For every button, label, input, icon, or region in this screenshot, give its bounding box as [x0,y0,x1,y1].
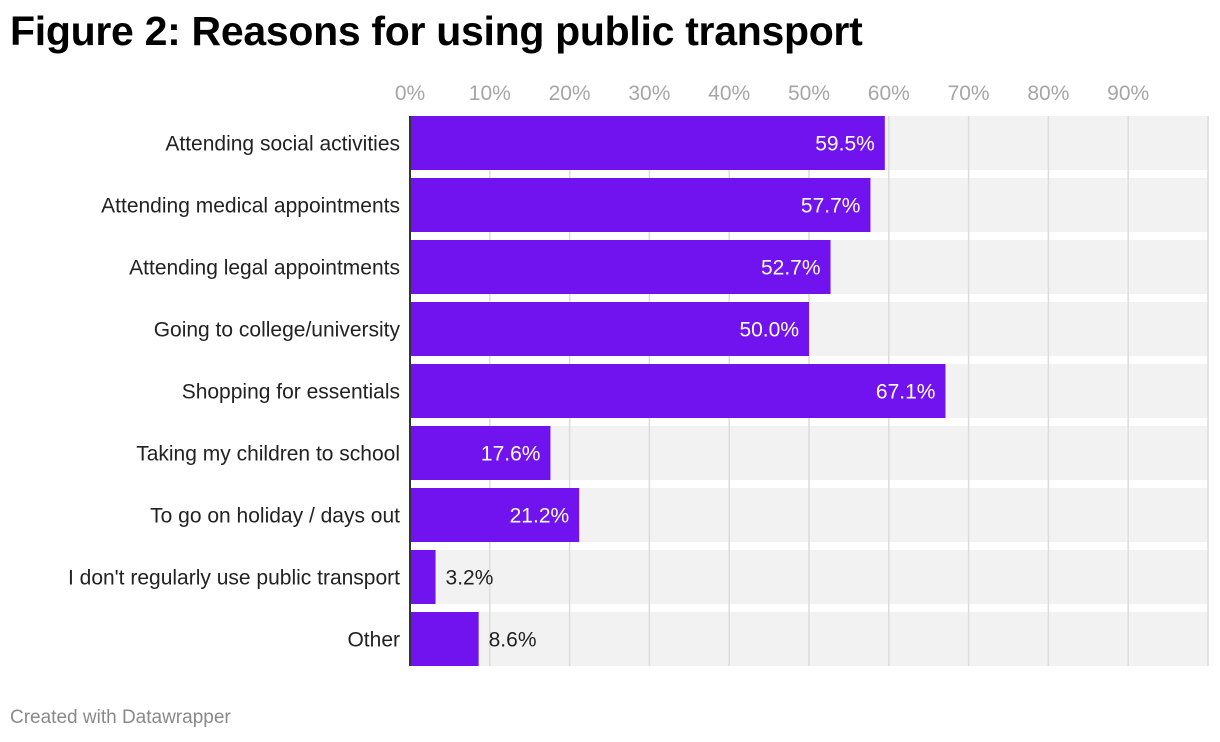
value-label: 3.2% [446,567,494,590]
x-tick-label: 10% [469,82,511,105]
bar [410,612,479,666]
category-label: Other [347,629,400,652]
x-tick-label: 80% [1027,82,1069,105]
category-label: Attending social activities [165,133,400,156]
value-label: 50.0% [739,319,799,342]
bar [410,364,946,418]
category-labels: Attending social activities Attending med… [68,133,401,652]
value-label: 17.6% [481,443,541,466]
category-label: Going to college/university [154,319,401,342]
x-tick-label: 30% [628,82,670,105]
value-label: 67.1% [876,381,936,404]
category-label: Taking my children to school [136,443,400,466]
category-label: Attending medical appointments [101,195,400,218]
bar [410,550,436,604]
bar [410,240,831,294]
value-label: 8.6% [489,629,537,652]
bar [410,178,871,232]
x-tick-label: 60% [868,82,910,105]
bars [410,116,946,666]
category-label: To go on holiday / days out [150,505,400,528]
bar [410,488,580,542]
value-label: 21.2% [510,505,570,528]
bar [410,116,885,170]
category-label: Shopping for essentials [182,381,400,404]
x-tick-label: 90% [1107,82,1149,105]
value-label: 57.7% [801,195,861,218]
x-tick-label: 70% [948,82,990,105]
bar [410,426,551,480]
category-label: I don't regularly use public transport [68,567,400,590]
footer-credit: Created with Datawrapper [10,707,231,728]
x-tick-label: 0% [395,82,425,105]
chart-title: Figure 2: Reasons for using public trans… [10,8,863,54]
category-label: Attending legal appointments [129,257,400,280]
value-labels: 59.5% 57.7% 52.7% 50.0% 67.1% 17.6% 21.2% 3.2% 8… [446,133,936,652]
x-tick-label: 50% [788,82,830,105]
bar [410,302,809,356]
x-tick-label: 40% [708,82,750,105]
value-label: 59.5% [815,133,875,156]
x-tick-label: 20% [549,82,591,105]
value-label: 52.7% [761,257,821,280]
x-axis-ticks: 0% 10% 20% 30% 40% 50% 60% 70% 80% 90% [395,82,1149,105]
